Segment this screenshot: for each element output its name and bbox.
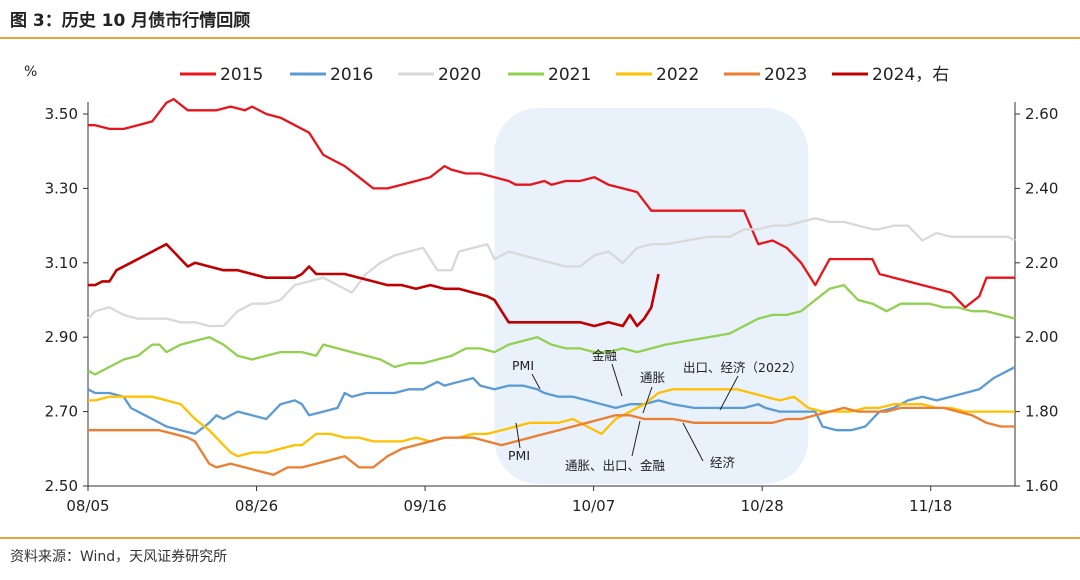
- y-right-tick-label: 2.40: [1025, 179, 1058, 197]
- annotation-economy: 经济: [710, 455, 736, 470]
- y-left-tick-label: 2.70: [45, 403, 78, 421]
- y-right-tick-label: 2.00: [1025, 328, 1058, 346]
- series-line-2021: [87, 283, 1016, 376]
- annotation-inflation-export-finance: 通胀、出口、金融: [565, 458, 666, 473]
- leader-finance: [611, 363, 623, 397]
- annotation-pmi-top: PMI: [512, 358, 534, 373]
- y-right-tick-label: 2.20: [1025, 254, 1058, 272]
- y-right-tick-label: 1.80: [1025, 403, 1058, 421]
- x-tick-label: 11/18: [909, 497, 952, 515]
- series-line-2016: [87, 365, 1016, 436]
- x-tick-label: 10/07: [572, 497, 615, 515]
- series-line-2024: [88, 242, 660, 328]
- x-tick-label: 08/05: [66, 497, 109, 515]
- legend-label: 2021: [548, 65, 591, 85]
- highlight-region: [494, 108, 809, 484]
- leader-inflation: [642, 386, 653, 414]
- y-left-tick-label: 3.30: [45, 179, 78, 197]
- annotation-leaders: [515, 363, 739, 462]
- series-layer: [87, 97, 1016, 476]
- line-chart: 3.50 3.30 3.10 2.90 2.70 2.50 2.60 2.40 2.20 2.00…: [24, 64, 1058, 515]
- y-left-tick-label: 2.50: [45, 477, 78, 495]
- legend-label: 2020: [438, 65, 481, 85]
- x-tick-label: 09/16: [403, 497, 446, 515]
- leader-pmi-top: [531, 373, 541, 390]
- highlight-region-layer: [494, 108, 809, 484]
- y-left-tick-label: 2.90: [45, 328, 78, 346]
- y-right-tick-label: 2.60: [1025, 105, 1058, 123]
- y-left-tick-label: 3.50: [45, 105, 78, 123]
- leader-economy: [682, 422, 704, 462]
- annotation-layer: PMI PMI 金融 通胀 出口、经济（2022） 通胀、出口、金融 经济: [508, 348, 802, 473]
- axis-layer: 3.50 3.30 3.10 2.90 2.70 2.50 2.60 2.40 2.20 2.00…: [45, 102, 1058, 515]
- leader-inflation-export-finance: [631, 420, 641, 457]
- figure-title: 图 3：历史 10 月债市行情回顾: [10, 11, 251, 31]
- annotation-export-economy-2022: 出口、经济（2022）: [683, 360, 802, 375]
- legend-label: 2024，右: [872, 65, 949, 85]
- series-line-2015: [88, 97, 1015, 309]
- legend: 2015 2016 2020 2021 2022 2023 2024，右: [180, 65, 949, 85]
- x-tick-label: 08/26: [235, 497, 278, 515]
- annotation-inflation: 通胀: [640, 370, 666, 385]
- y-right-tick-label: 1.60: [1025, 477, 1058, 495]
- annotation-finance: 金融: [592, 348, 618, 363]
- legend-label: 2022: [656, 65, 699, 85]
- top-rule: [0, 37, 1080, 39]
- y-unit-label: %: [24, 64, 37, 80]
- x-tick-label: 10/28: [741, 497, 784, 515]
- series-line-2023: [88, 406, 1015, 476]
- leader-export-economy-2022: [719, 375, 739, 411]
- annotation-pmi-bottom: PMI: [508, 448, 530, 463]
- legend-label: 2015: [220, 65, 263, 85]
- legend-label: 2016: [330, 65, 373, 85]
- source-note: 资料来源：Wind，天风证券研究所: [10, 549, 228, 565]
- bottom-rule: [0, 537, 1080, 539]
- series-line-2022: [88, 388, 1015, 458]
- y-left-tick-label: 3.10: [45, 254, 78, 272]
- leader-pmi-bottom: [515, 422, 521, 449]
- legend-label: 2023: [764, 65, 807, 85]
- series-line-2020: [87, 217, 1016, 328]
